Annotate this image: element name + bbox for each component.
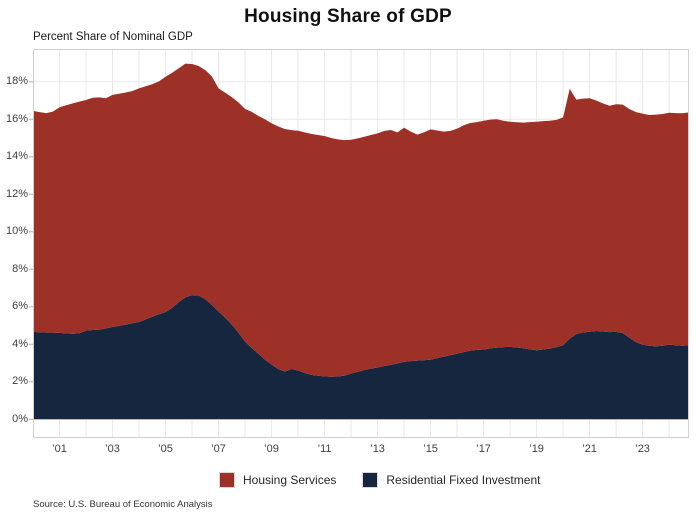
x-tick-label: ’15	[423, 443, 438, 455]
legend-label: Housing Services	[243, 473, 337, 487]
chart-title: Housing Share of GDP	[244, 6, 452, 27]
plot-area	[29, 49, 689, 438]
y-tick-label: 16%	[5, 112, 28, 125]
y-tick-label: 12%	[5, 187, 28, 200]
legend-label: Residential Fixed Investment	[386, 473, 541, 487]
x-tick-label: ’17	[476, 443, 491, 455]
legend: Housing Services Residential Fixed Invest…	[219, 472, 540, 488]
area-housing-services	[33, 63, 689, 377]
x-tick-label: ’13	[370, 443, 385, 455]
x-tick-label: ’01	[52, 443, 67, 455]
x-tick-label: ’09	[264, 443, 279, 455]
x-tick-label: ’03	[105, 443, 120, 455]
x-tick-label: ’05	[158, 443, 173, 455]
plot-border	[33, 49, 689, 438]
y-tick-label: 2%	[12, 375, 28, 388]
legend-swatch	[219, 472, 235, 488]
y-tick-label: 0%	[12, 412, 28, 425]
legend-item-residential-fixed-investment: Residential Fixed Investment	[362, 472, 540, 488]
y-tick-label: 4%	[12, 337, 28, 350]
y-tick-label: 14%	[5, 150, 28, 163]
x-tick-label: ’11	[317, 443, 332, 455]
x-tick-label: ’19	[529, 443, 544, 455]
legend-item-housing-services: Housing Services	[219, 472, 336, 488]
y-tick-label: 18%	[5, 75, 28, 88]
source-note: Source: U.S. Bureau of Economic Analysis	[33, 499, 213, 510]
y-tick-label: 10%	[5, 225, 28, 238]
y-tick-label: 8%	[12, 262, 28, 275]
x-tick-label: ’07	[211, 443, 226, 455]
x-tick-label: ’23	[635, 443, 650, 455]
area-residential-fixed-investment	[33, 295, 689, 420]
legend-swatch	[362, 472, 379, 488]
x-tick-label: ’21	[582, 443, 597, 455]
chart-subtitle: Percent Share of Nominal GDP	[33, 31, 193, 43]
y-tick-label: 6%	[12, 300, 28, 313]
